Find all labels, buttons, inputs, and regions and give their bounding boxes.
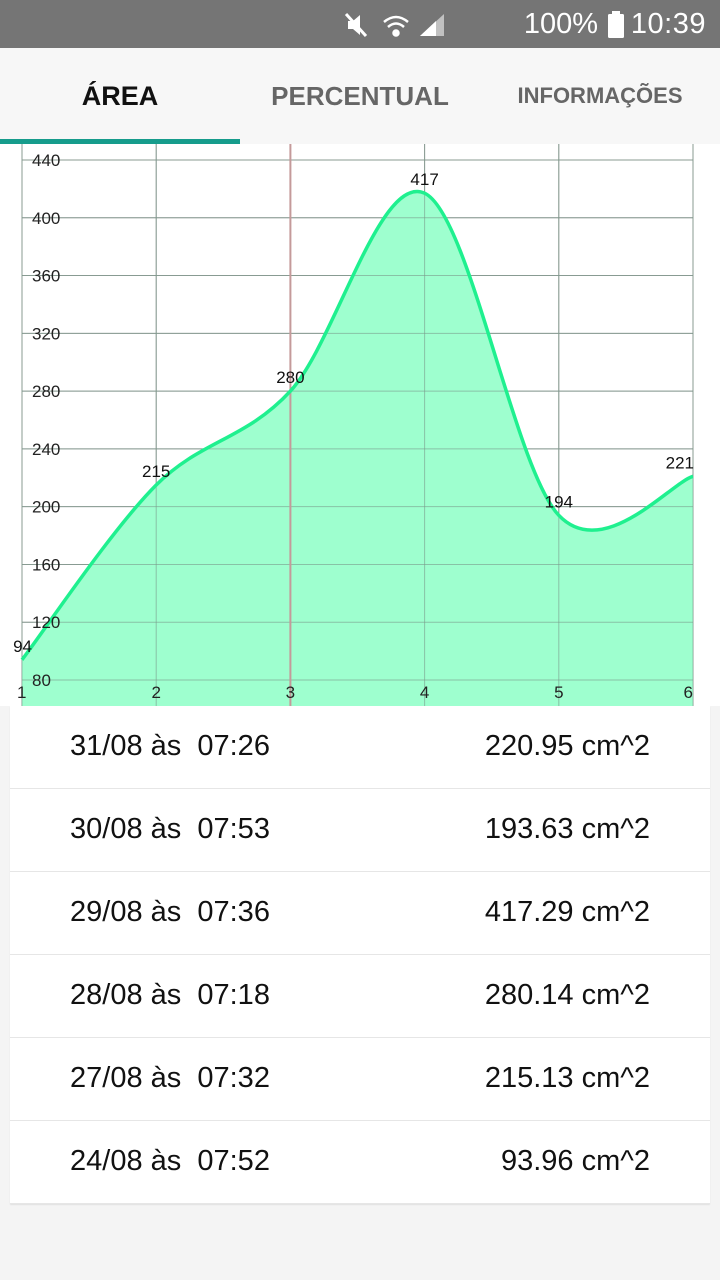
tab-selected-indicator [0,139,240,144]
clock: 10:39 [630,8,706,40]
tab-area[interactable]: ÁREA [81,80,159,111]
signal-icon [420,14,444,36]
y-tick-label: 200 [32,498,60,517]
entry-date: 31/08 às 07:26 [70,730,270,762]
y-tick-label: 280 [32,382,60,401]
x-tick-label: 4 [420,683,429,702]
data-label: 194 [545,492,573,511]
entry-value: 193.63 cm^2 [484,813,650,845]
entry-date: 30/08 às 07:53 [70,813,270,845]
y-tick-label: 120 [32,613,60,632]
list-item[interactable]: 31/08 às 07:26 220.95 cm^2 [10,706,710,789]
entry-value: 417.29 cm^2 [484,896,650,928]
data-label: 280 [276,368,304,387]
y-tick-label: 80 [32,671,51,690]
entry-value: 220.95 cm^2 [484,730,650,762]
y-tick-label: 360 [32,267,60,286]
tab-informacoes[interactable]: INFORMAÇÕES [517,83,683,108]
list-item[interactable]: 24/08 às 07:52 93.96 cm^2 [10,1121,710,1204]
mute-icon [344,12,368,38]
tab-bar: ÁREA PERCENTUAL INFORMAÇÕES [0,48,720,144]
list-item[interactable]: 30/08 às 07:53 193.63 cm^2 [10,789,710,872]
entry-date: 27/08 às 07:32 [70,1062,270,1094]
data-label: 94 [13,637,32,656]
y-tick-label: 400 [32,209,60,228]
entry-date: 28/08 às 07:18 [70,979,270,1011]
area-chart-svg: 80 120 160 200 240 280 320 360 400 440 1 2 3 4 5 6 94 215… [13,144,694,706]
entry-value: 93.96 cm^2 [500,1145,650,1177]
x-tick-label: 3 [286,683,295,702]
x-tick-label: 2 [151,683,160,702]
data-label: 215 [142,462,170,481]
area-chart[interactable]: 80 120 160 200 240 280 320 360 400 440 1 2 3 4 5 6 94 215… [0,144,720,706]
x-tick-label: 5 [554,683,563,702]
y-tick-label: 440 [32,151,60,170]
battery-percent: 100% [523,8,598,40]
y-tick-label: 160 [32,555,60,574]
list-item[interactable]: 29/08 às 07:36 417.29 cm^2 [10,872,710,955]
battery-icon [608,11,624,38]
entry-value: 280.14 cm^2 [484,979,650,1011]
tab-percentual[interactable]: PERCENTUAL [271,80,449,111]
x-tick-label: 1 [17,683,26,702]
wifi-icon [383,15,409,37]
x-tick-label: 6 [684,683,693,702]
entry-date: 29/08 às 07:36 [70,896,270,928]
list-item[interactable]: 27/08 às 07:32 215.13 cm^2 [10,1038,710,1121]
entry-list: 31/08 às 07:26 220.95 cm^2 30/08 às 07:5… [10,706,710,1204]
y-tick-label: 320 [32,324,60,343]
data-label: 221 [666,453,694,472]
entry-value: 215.13 cm^2 [484,1062,650,1094]
data-label: 417 [410,170,438,189]
status-icons [344,12,444,38]
series-line [20,189,694,661]
list-item[interactable]: 28/08 às 07:18 280.14 cm^2 [10,955,710,1038]
y-tick-label: 240 [32,440,60,459]
status-bar: 100% 10:39 [0,0,720,48]
entry-date: 24/08 às 07:52 [70,1145,270,1177]
